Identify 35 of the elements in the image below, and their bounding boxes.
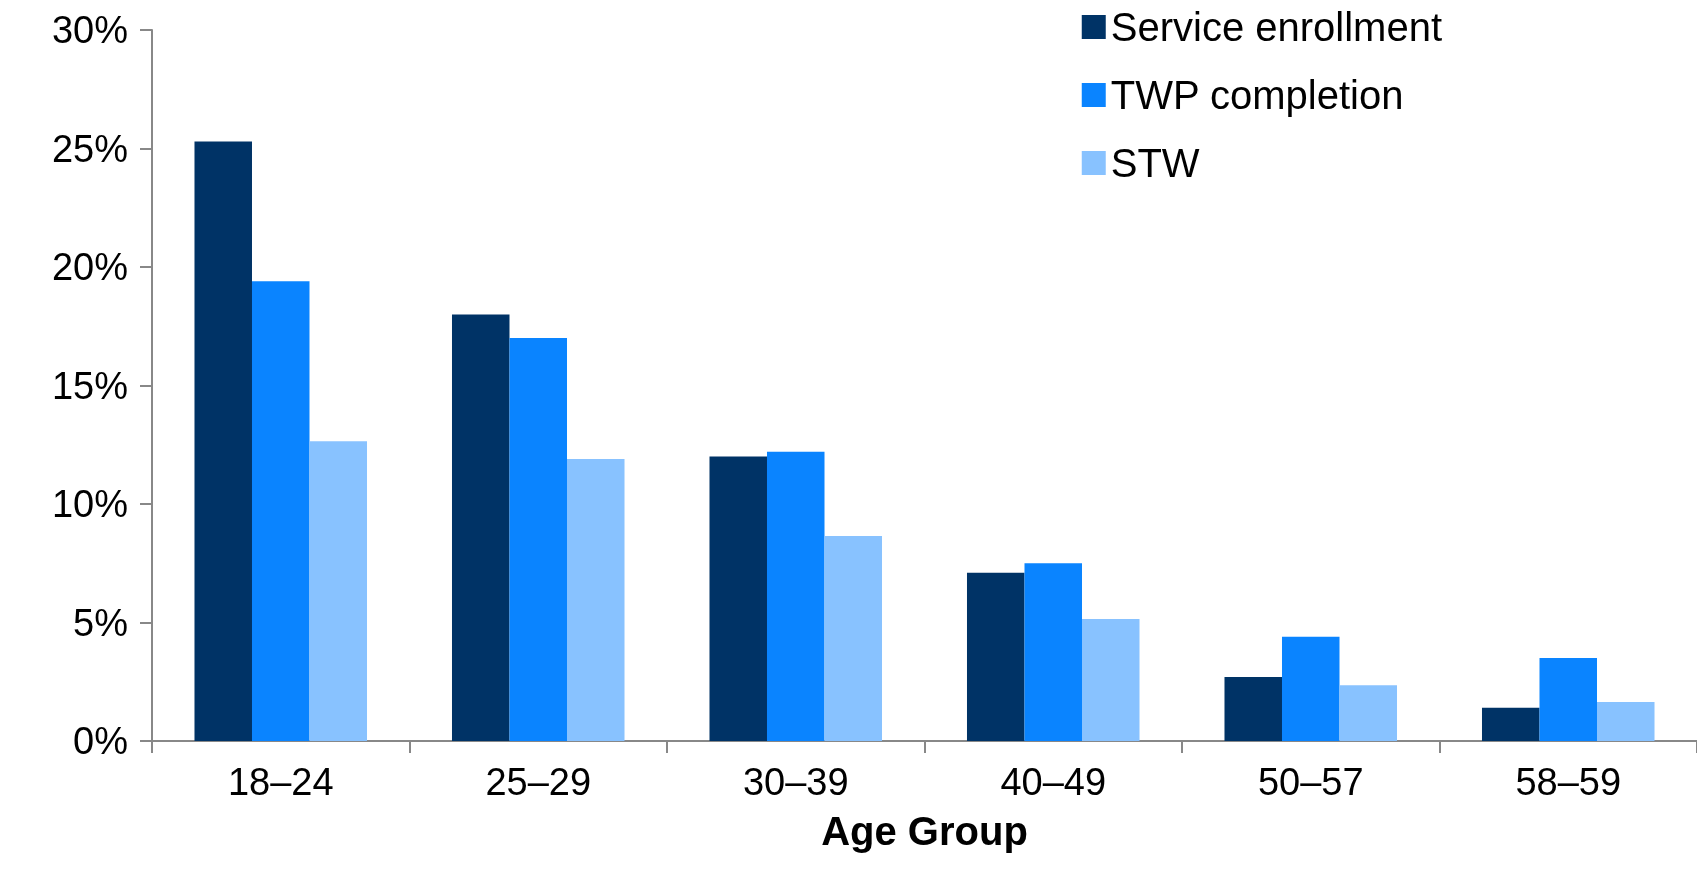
bar [1224,677,1282,741]
bar [966,572,1025,741]
x-tick-label: 18–24 [227,761,334,803]
y-tick-label: 15% [51,364,128,407]
y-tick-label: 30% [51,9,128,51]
x-tick-label: 40–49 [1000,761,1107,803]
bar [767,451,825,741]
y-tick-label: 0% [73,720,128,762]
legend-label: TWP completion [1110,73,1404,117]
bar [824,536,883,741]
x-tick-label: 30–39 [742,761,849,803]
bar [309,441,368,741]
y-tick-label: 20% [51,246,128,288]
bar [1282,636,1340,741]
legend-label: Service enrollment [1110,5,1442,49]
x-axis-title: Age Group [821,809,1028,853]
bar [1024,563,1082,741]
bar [1082,618,1140,741]
y-tick-label: 5% [73,601,128,644]
bar [252,281,310,741]
bar [1597,701,1655,741]
y-tick-label: 25% [51,127,128,170]
bar [451,314,510,741]
x-tick-label: 50–57 [1257,761,1364,803]
legend-label: STW [1110,141,1200,185]
bar [567,458,625,741]
x-tick-label: 25–29 [485,761,592,803]
bar [509,338,567,741]
bar [1339,685,1398,741]
bar [194,141,252,741]
bar [1481,707,1540,741]
x-tick-label: 58–59 [1515,761,1622,803]
y-tick-label: 10% [51,483,128,525]
bar [709,456,767,741]
bar [1539,658,1597,741]
